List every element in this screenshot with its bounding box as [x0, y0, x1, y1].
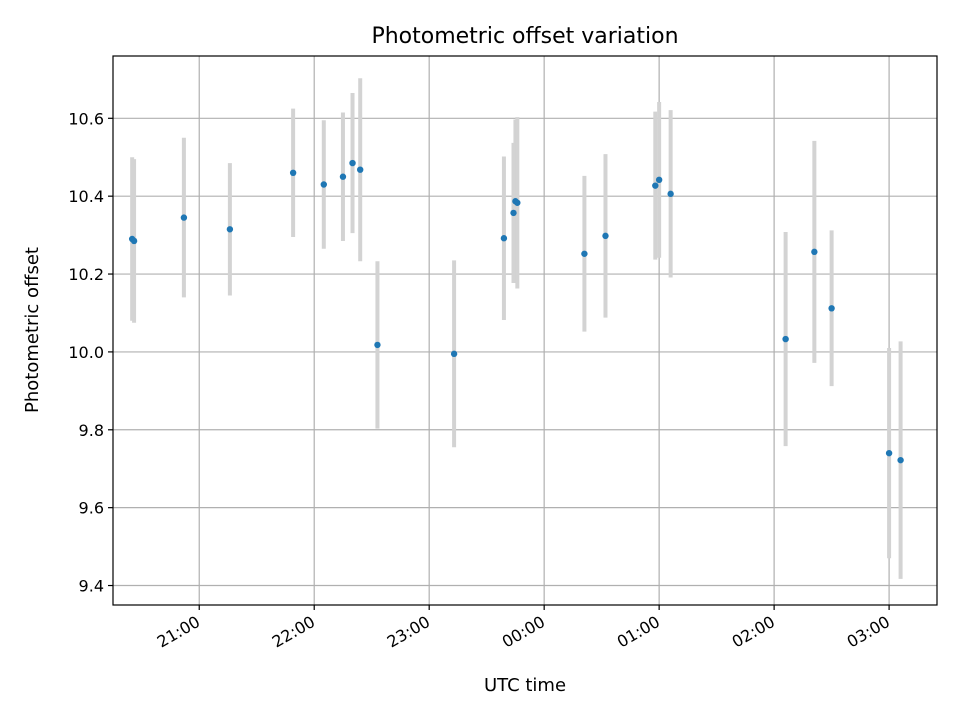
data-point — [374, 341, 381, 349]
x-axis-label: UTC time — [484, 675, 566, 696]
x-tick-label: 03:00 — [844, 612, 893, 652]
chart-title: Photometric offset variation — [371, 24, 678, 49]
y-tick-label: 9.4 — [79, 577, 104, 596]
data-point — [320, 181, 327, 188]
data-point — [450, 350, 458, 358]
data-point — [180, 214, 188, 221]
data-point — [500, 235, 508, 242]
y-tick-label: 9.6 — [79, 499, 104, 518]
data-point — [510, 209, 517, 217]
data-point — [667, 190, 674, 198]
data-point — [652, 182, 659, 189]
y-tick-label: 9.8 — [79, 421, 104, 440]
data-point — [828, 305, 835, 312]
y-tick-label: 10.2 — [68, 265, 104, 284]
point-layer — [128, 159, 904, 464]
data-point — [226, 226, 234, 233]
plot-frame — [112, 55, 938, 606]
y-tick-label: 10.0 — [68, 343, 104, 362]
data-point — [885, 449, 893, 457]
data-point — [655, 176, 663, 184]
y-tick-label: 10.6 — [68, 109, 104, 128]
y-tick-label: 10.4 — [68, 187, 104, 206]
tick-layer: 21:00 22:00 23:00 00:00 01:00 02:00 03:00 9.4 9.… — [68, 109, 893, 651]
x-tick-label: 02:00 — [729, 612, 778, 652]
x-tick-label: 01:00 — [614, 612, 663, 652]
data-point — [289, 169, 297, 177]
data-point — [897, 456, 904, 464]
y-axis-label: Photometric offset — [22, 247, 43, 413]
data-point — [339, 173, 347, 180]
data-point — [357, 166, 364, 173]
x-tick-label: 22:00 — [269, 612, 318, 652]
data-point — [130, 237, 138, 245]
data-point — [782, 335, 789, 343]
data-point — [602, 232, 609, 240]
data-point — [349, 159, 356, 167]
data-point — [581, 250, 588, 257]
x-tick-label: 00:00 — [499, 612, 548, 652]
data-point — [514, 199, 521, 206]
x-tick-label: 23:00 — [384, 612, 433, 652]
data-point — [811, 248, 818, 256]
grid-layer — [113, 56, 937, 605]
x-tick-label: 21:00 — [154, 612, 203, 652]
errorbar-layer — [130, 78, 903, 579]
